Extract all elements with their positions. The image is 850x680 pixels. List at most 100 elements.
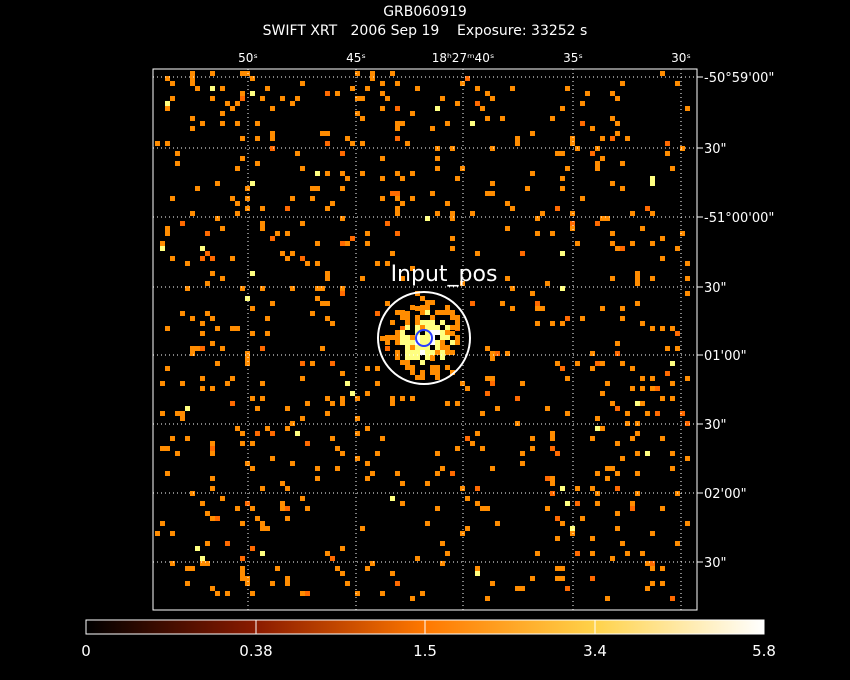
count-pixel	[375, 366, 380, 371]
count-pixel	[390, 401, 395, 406]
count-pixel	[480, 411, 485, 416]
count-pixel	[200, 331, 205, 336]
count-pixel	[340, 186, 345, 191]
count-pixel	[450, 146, 455, 151]
count-pixel	[235, 166, 240, 171]
count-pixel	[645, 411, 650, 416]
count-pixel	[290, 196, 295, 201]
count-pixel	[570, 141, 575, 146]
count-pixel	[675, 346, 680, 351]
count-pixel	[400, 121, 405, 126]
count-pixel	[285, 256, 290, 261]
count-pixel	[650, 241, 655, 246]
count-pixel	[230, 326, 235, 331]
count-pixel	[325, 171, 330, 176]
source-pixel	[410, 350, 415, 355]
count-pixel	[485, 376, 490, 381]
count-pixel	[395, 81, 400, 86]
source-pixel	[435, 310, 440, 315]
source-pixel	[455, 340, 460, 345]
count-pixel	[165, 101, 170, 106]
count-pixel	[375, 381, 380, 386]
count-pixel	[530, 446, 535, 451]
count-pixel	[490, 181, 495, 186]
count-pixel	[450, 236, 455, 241]
count-pixel	[210, 271, 215, 276]
count-pixel	[340, 546, 345, 551]
source-pixel	[435, 350, 440, 355]
count-pixel	[210, 486, 215, 491]
count-pixel	[330, 436, 335, 441]
count-pixel	[635, 281, 640, 286]
count-pixel	[385, 346, 390, 351]
count-pixel	[380, 156, 385, 161]
count-pixel	[170, 96, 175, 101]
count-pixel	[665, 371, 670, 376]
count-pixel	[295, 151, 300, 156]
count-pixel	[245, 196, 250, 201]
source-pixel	[455, 335, 460, 340]
count-pixel	[390, 251, 395, 256]
count-pixel	[260, 551, 265, 556]
count-pixel	[685, 106, 690, 111]
count-pixel	[600, 216, 605, 221]
count-pixel	[240, 556, 245, 561]
count-pixel	[620, 541, 625, 546]
source-position-marker[interactable]	[415, 329, 433, 347]
count-pixel	[210, 96, 215, 101]
count-pixel	[210, 86, 215, 91]
count-pixel	[645, 206, 650, 211]
count-pixel	[400, 276, 405, 281]
source-pixel	[410, 365, 415, 370]
count-pixel	[640, 401, 645, 406]
count-pixel	[620, 81, 625, 86]
source-pixel	[425, 305, 430, 310]
count-pixel	[505, 351, 510, 356]
source-region-circle[interactable]	[377, 291, 471, 385]
count-pixel	[175, 411, 180, 416]
count-pixel	[545, 406, 550, 411]
count-pixel	[465, 386, 470, 391]
dec-tick-label: 01'00"	[704, 349, 747, 364]
count-pixel	[400, 481, 405, 486]
count-pixel	[205, 281, 210, 286]
count-pixel	[425, 521, 430, 526]
count-pixel	[495, 351, 500, 356]
count-pixel	[210, 341, 215, 346]
count-pixel	[490, 96, 495, 101]
count-pixel	[595, 416, 600, 421]
count-pixel	[610, 231, 615, 236]
count-pixel	[575, 486, 580, 491]
count-pixel	[235, 101, 240, 106]
count-pixel	[190, 81, 195, 86]
count-pixel	[490, 581, 495, 586]
count-pixel	[390, 571, 395, 576]
count-pixel	[165, 141, 170, 146]
count-pixel	[185, 286, 190, 291]
source-pixel	[420, 305, 425, 310]
count-pixel	[445, 121, 450, 126]
count-pixel	[245, 356, 250, 361]
count-pixel	[540, 306, 545, 311]
count-pixel	[260, 96, 265, 101]
count-pixel	[485, 116, 490, 121]
source-pixel	[450, 310, 455, 315]
count-pixel	[250, 271, 255, 276]
count-pixel	[210, 516, 215, 521]
count-pixel	[480, 106, 485, 111]
source-pixel	[400, 335, 405, 340]
source-pixel	[400, 330, 405, 335]
count-pixel	[335, 466, 340, 471]
count-pixel	[200, 501, 205, 506]
count-pixel	[325, 551, 330, 556]
source-pixel	[425, 345, 430, 350]
source-pixel	[400, 315, 405, 320]
count-pixel	[490, 356, 495, 361]
count-pixel	[535, 216, 540, 221]
count-pixel	[435, 471, 440, 476]
count-pixel	[225, 381, 230, 386]
count-pixel	[560, 486, 565, 491]
source-pixel	[395, 340, 400, 345]
count-pixel	[260, 396, 265, 401]
count-pixel	[455, 176, 460, 181]
